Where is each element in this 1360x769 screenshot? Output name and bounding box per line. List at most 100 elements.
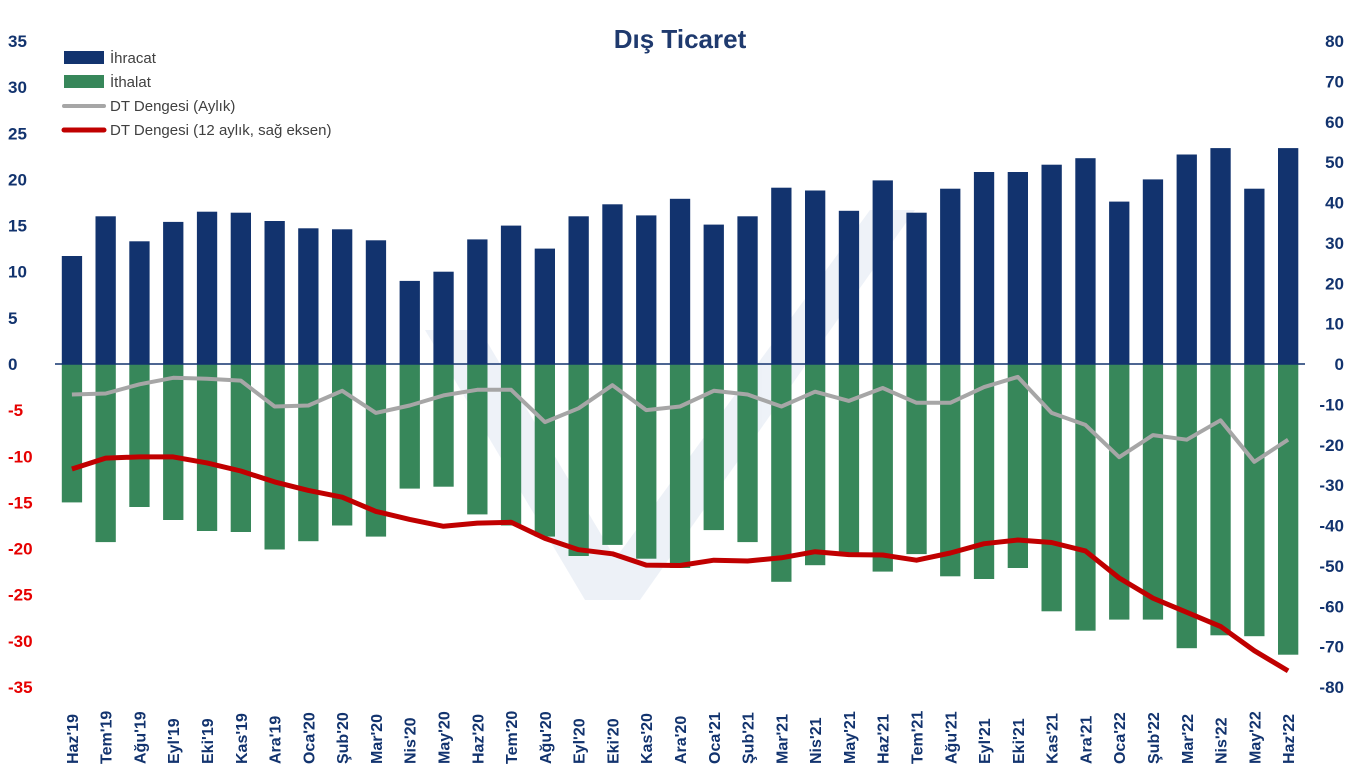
x-tick-label: May'22 (1247, 711, 1264, 764)
export-bar-7 (298, 228, 319, 364)
export-bar-0 (61, 256, 83, 364)
export-bar-24 (872, 180, 893, 364)
import-bar-31 (1109, 364, 1130, 620)
right-tick-label: -10 (1319, 395, 1344, 414)
x-tick-label: Şub'22 (1146, 712, 1163, 764)
import-bar-9 (365, 364, 387, 537)
x-tick-label: Kas'19 (234, 713, 251, 764)
import-bar-33 (1176, 364, 1197, 649)
left-tick-label: -15 (8, 493, 33, 512)
left-tick-label: -20 (8, 540, 33, 559)
export-bar-25 (906, 212, 927, 364)
left-tick-label: 0 (8, 355, 17, 374)
right-tick-label: 10 (1325, 315, 1344, 334)
x-tick-label: Ara'21 (1078, 716, 1095, 764)
left-tick-label: -5 (8, 401, 23, 420)
export-bar-18 (669, 198, 691, 364)
export-bar-5 (230, 212, 251, 364)
export-bar-32 (1142, 179, 1164, 364)
import-bar-23 (838, 364, 860, 555)
x-tick-label: Eki'19 (200, 718, 217, 764)
x-tick-label: May'21 (842, 711, 859, 764)
export-bar-21 (771, 187, 792, 364)
import-bar-8 (332, 364, 353, 526)
import-bar-19 (703, 364, 724, 531)
right-tick-label: 20 (1325, 274, 1344, 293)
x-tick-label: Ağu'19 (133, 711, 150, 764)
legend-label: İhracat (110, 49, 157, 67)
left-tick-label: 20 (8, 170, 27, 189)
right-tick-label: -20 (1319, 436, 1344, 455)
import-bar-26 (940, 364, 961, 577)
import-bar-30 (1075, 364, 1096, 631)
import-bar-20 (737, 364, 758, 543)
x-tick-label: Oca'20 (301, 712, 318, 764)
import-bar-22 (805, 364, 826, 566)
export-bar-26 (940, 188, 961, 364)
export-bar-2 (129, 241, 150, 364)
import-bar-13 (500, 364, 522, 526)
export-bar-27 (973, 172, 995, 364)
x-tick-label: Mar'22 (1180, 714, 1197, 764)
left-tick-label: 25 (8, 124, 27, 143)
import-bar-0 (61, 364, 83, 503)
import-bar-10 (399, 364, 420, 489)
import-bar-11 (433, 364, 454, 487)
left-tick-label: -25 (8, 586, 33, 605)
import-bar-29 (1041, 364, 1062, 612)
x-tick-label: Ara'19 (268, 716, 285, 764)
export-bar-17 (636, 215, 657, 364)
right-tick-label: -80 (1319, 678, 1344, 697)
left-tick-label: -35 (8, 678, 33, 697)
left-tick-label: 10 (8, 263, 27, 282)
import-bar-1 (95, 364, 116, 543)
x-tick-label: Şub'21 (741, 712, 758, 764)
right-tick-label: -60 (1319, 597, 1344, 616)
right-tick-label: 30 (1325, 234, 1344, 253)
monthly-balance-line (71, 374, 1290, 464)
right-tick-label: -50 (1319, 557, 1344, 576)
import-bar-36 (1278, 364, 1299, 655)
export-bar-11 (433, 271, 454, 364)
export-bar-30 (1075, 158, 1096, 364)
import-bar-18 (669, 364, 691, 568)
x-tick-label: Nis'21 (808, 717, 825, 764)
right-tick-label: 80 (1325, 32, 1344, 51)
x-tick-label: Haz'21 (876, 714, 893, 764)
import-bar-4 (196, 364, 218, 531)
export-bar-6 (264, 221, 285, 364)
x-tick-label: Kas'21 (1045, 713, 1062, 764)
import-bar-14 (534, 364, 555, 537)
import-bar-28 (1007, 364, 1028, 568)
x-tick-label: Oca'21 (707, 712, 724, 764)
right-tick-label: 60 (1325, 113, 1344, 132)
export-bar-19 (703, 224, 724, 364)
export-bar-33 (1176, 154, 1197, 364)
export-bar-16 (602, 204, 623, 364)
x-tick-label: Ara'20 (673, 716, 690, 764)
x-tick-label: Haz'22 (1281, 714, 1298, 764)
x-tick-label: Kas'20 (639, 713, 656, 764)
right-tick-label: 70 (1325, 72, 1344, 91)
export-bar-14 (534, 248, 555, 364)
export-bar-20 (737, 216, 758, 364)
import-bar-25 (906, 364, 927, 555)
export-bar-35 (1244, 188, 1265, 364)
import-bar-12 (467, 364, 488, 515)
import-bar-16 (602, 364, 623, 545)
right-tick-label: 40 (1325, 194, 1344, 213)
import-bar-7 (298, 364, 319, 542)
chart-title: Dış Ticaret (614, 24, 747, 54)
export-bar-15 (568, 216, 589, 364)
right-tick-label: -70 (1319, 638, 1344, 657)
import-bar-35 (1244, 364, 1265, 637)
left-axis-ticks: 35 30 25 20 15 10 5 0 -5 -10 -15 -20 -25 -30 -35 (8, 32, 33, 697)
export-bar-13 (500, 225, 522, 364)
x-tick-label: Haz'20 (470, 714, 487, 764)
x-tick-label: Tem'19 (99, 711, 116, 764)
left-tick-label: 30 (8, 78, 27, 97)
x-tick-label: Ağu'20 (538, 711, 555, 764)
export-bar-1 (95, 216, 116, 364)
import-bar-5 (230, 364, 251, 532)
import-bar-6 (264, 364, 285, 550)
